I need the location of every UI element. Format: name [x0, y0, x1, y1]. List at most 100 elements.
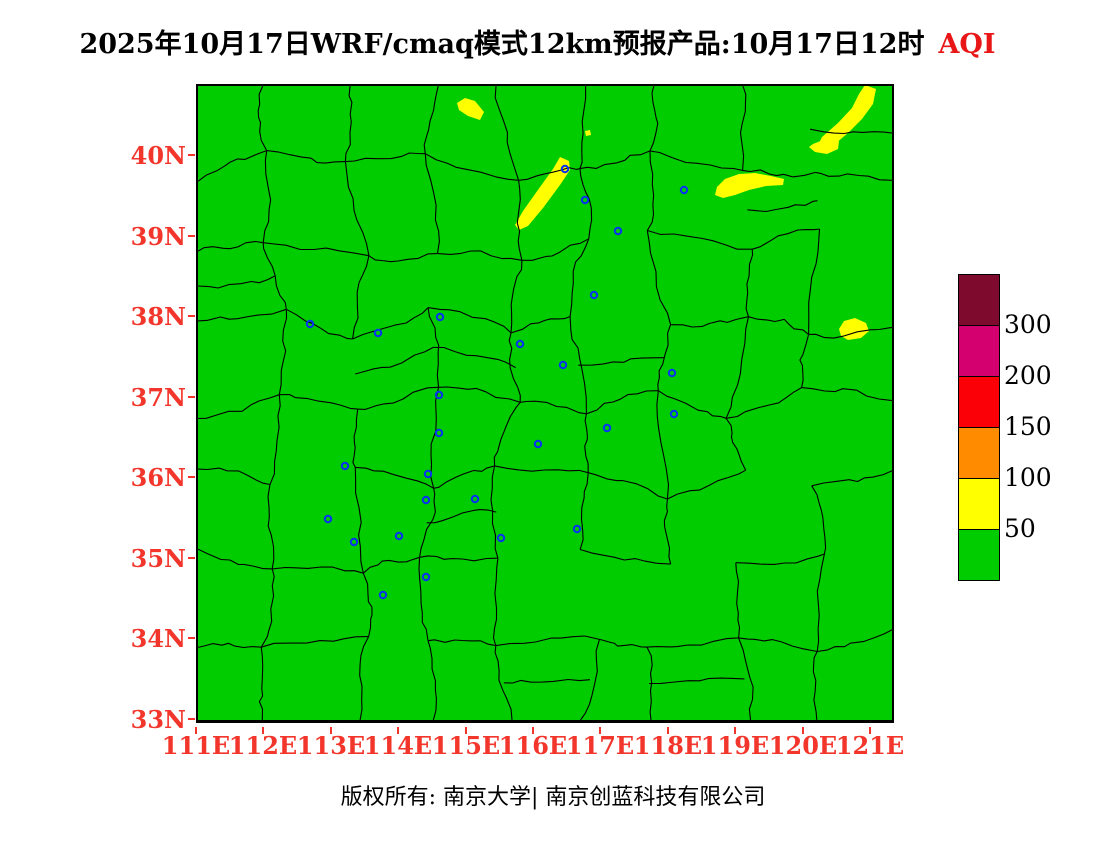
- y-axis-label: 39N: [130, 222, 186, 251]
- boundary-line: [667, 469, 746, 500]
- boundary-line: [586, 390, 659, 415]
- boundary-line: [198, 467, 271, 486]
- boundary-line: [656, 390, 670, 500]
- boundary-line: [735, 562, 741, 638]
- boundary-line: [518, 167, 581, 181]
- city-marker: [305, 319, 315, 329]
- boundary-line: [258, 647, 264, 720]
- boundary-line: [648, 677, 745, 685]
- boundary-line: [584, 413, 589, 473]
- boundary-line: [747, 200, 818, 213]
- city-marker: [373, 328, 383, 338]
- x-axis-tick: [599, 727, 601, 734]
- colorbar-label: 50: [1004, 514, 1036, 543]
- colorbar-segment: [959, 428, 999, 479]
- boundary-line: [198, 150, 267, 182]
- boundary-line: [599, 638, 648, 648]
- aqi-yellow-region: [457, 98, 484, 120]
- boundary-line: [418, 557, 429, 641]
- x-axis-label: 119E: [700, 731, 770, 760]
- title-tracer-label: AQI: [938, 29, 996, 60]
- boundary-line: [279, 393, 358, 410]
- boundary-line: [257, 86, 268, 151]
- boundary-line: [817, 629, 892, 653]
- boundary-line: [748, 316, 809, 335]
- boundary-line: [286, 308, 353, 340]
- city-marker: [560, 164, 570, 174]
- boundary-line: [725, 417, 747, 471]
- boundary-line: [521, 238, 590, 261]
- boundary-line: [811, 485, 827, 555]
- city-marker: [378, 590, 388, 600]
- y-axis-label: 33N: [130, 705, 186, 734]
- boundary-line: [811, 470, 892, 487]
- forecast-map: [198, 86, 892, 720]
- boundary-line: [362, 572, 373, 637]
- x-axis-label: 112E: [228, 731, 298, 760]
- y-axis-tick: [188, 235, 195, 237]
- boundary-line: [520, 400, 587, 415]
- city-marker: [572, 524, 582, 534]
- city-marker: [667, 368, 677, 378]
- boundary-line: [508, 332, 521, 403]
- boundary-line: [494, 645, 513, 720]
- boundary-line: [495, 635, 600, 647]
- admin-boundaries: [198, 86, 892, 720]
- x-axis-tick: [802, 727, 804, 734]
- boundary-line: [428, 307, 512, 334]
- colorbar-label: 300: [1004, 310, 1052, 339]
- colorbar-segment: [959, 377, 999, 428]
- boundary-line: [579, 548, 671, 565]
- boundary-line: [742, 169, 816, 178]
- boundary-line: [492, 558, 499, 646]
- boundary-line: [263, 242, 369, 257]
- aqi-yellow-region: [839, 318, 869, 340]
- y-axis-label: 35N: [130, 544, 186, 573]
- boundary-line: [269, 394, 281, 485]
- city-marker: [613, 226, 623, 236]
- boundary-line: [657, 324, 672, 391]
- city-marker: [323, 514, 333, 524]
- boundary-line: [646, 150, 655, 231]
- city-marker: [669, 409, 679, 419]
- x-axis-label: 118E: [633, 731, 703, 760]
- boundary-line: [423, 86, 439, 154]
- boundary-line: [352, 255, 370, 340]
- boundary-line: [799, 334, 810, 388]
- boundary-line: [352, 307, 429, 340]
- city-marker: [394, 531, 404, 541]
- y-axis-tick: [188, 718, 195, 720]
- boundary-line: [646, 230, 672, 325]
- x-axis-tick: [667, 727, 669, 734]
- boundary-line: [426, 509, 497, 524]
- boundary-line: [815, 171, 892, 181]
- boundary-line: [579, 472, 589, 550]
- boundary-line: [267, 484, 275, 569]
- boundary-line: [427, 639, 496, 647]
- boundary-line: [198, 394, 280, 420]
- city-marker: [580, 195, 590, 205]
- y-axis-label: 37N: [130, 383, 186, 412]
- boundary-line: [579, 168, 593, 239]
- x-axis-tick: [734, 727, 736, 734]
- boundary-line: [427, 640, 437, 720]
- boundary-line: [359, 636, 370, 720]
- aqi-yellow-region: [817, 86, 876, 150]
- boundary-line: [368, 253, 438, 263]
- boundary-line: [649, 150, 743, 171]
- boundary-line: [738, 637, 818, 653]
- city-marker: [470, 494, 480, 504]
- city-marker: [558, 360, 568, 370]
- boundary-line: [808, 228, 821, 335]
- boundary-line: [726, 387, 802, 419]
- boundary-line: [516, 180, 523, 261]
- boundary-line: [725, 316, 750, 419]
- boundary-line: [198, 308, 287, 322]
- boundary-line: [579, 86, 587, 169]
- boundary-line: [419, 555, 498, 562]
- y-axis-label: 34N: [130, 624, 186, 653]
- boundary-line: [816, 553, 825, 652]
- boundary-line: [261, 636, 369, 648]
- boundary-line: [569, 238, 590, 317]
- boundary-line: [355, 466, 434, 489]
